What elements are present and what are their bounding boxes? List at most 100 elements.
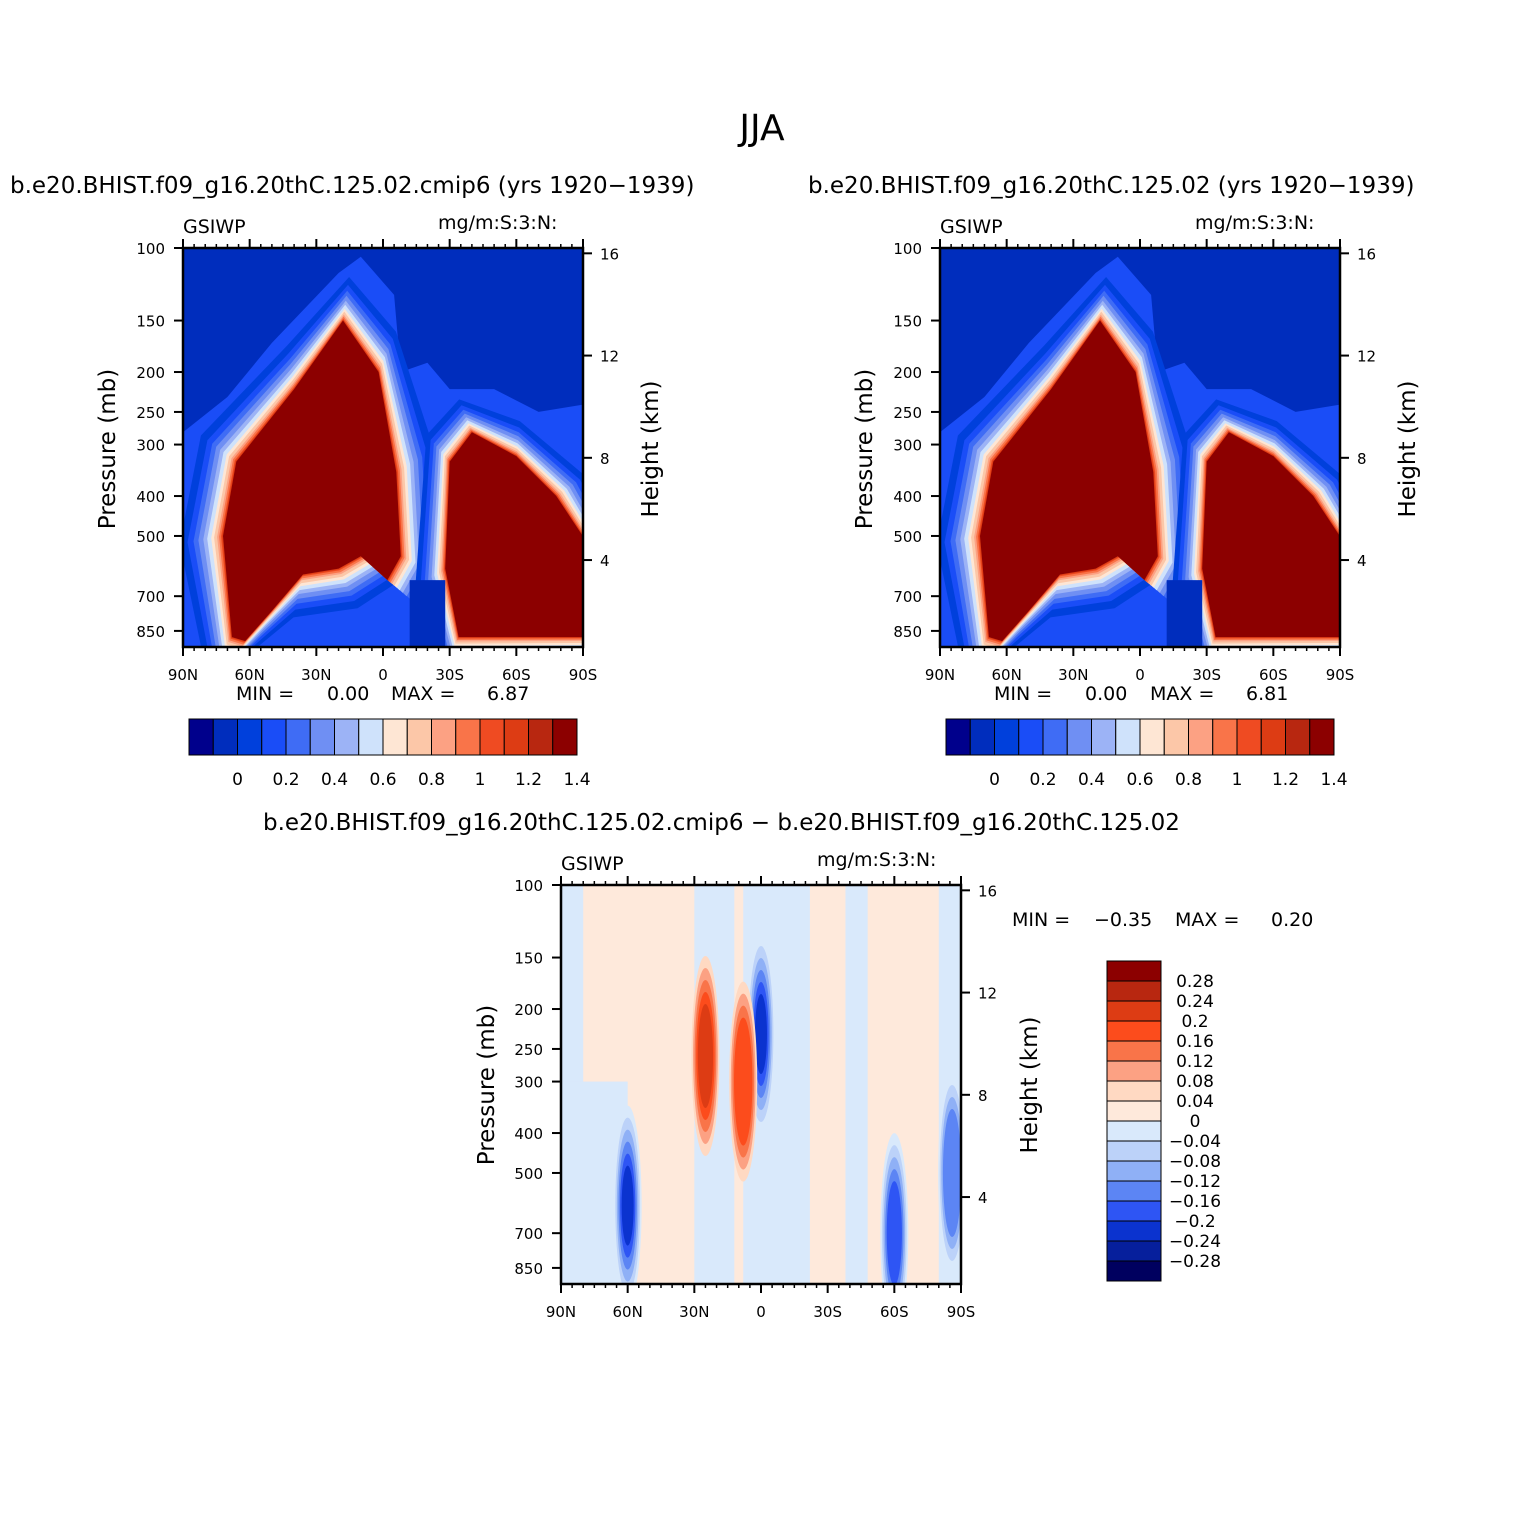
nh-contour-12 — [223, 320, 401, 642]
colorbar-box — [503, 718, 529, 756]
y-right-tick-label: 16 — [1357, 245, 1376, 263]
panel1-title: b.e20.BHIST.f09_g16.20thC.125.02.cmip6 (… — [10, 173, 695, 199]
panel2-ylabel-right: Height (km) — [1395, 380, 1421, 518]
colorbar-box — [945, 718, 971, 756]
colorbar-label: 0.2 — [272, 770, 299, 790]
y-tick-label: 200 — [893, 364, 922, 382]
y-right-tick-label: 8 — [1357, 450, 1367, 468]
panel1-max-label: MAX = — [391, 683, 456, 705]
y-right-tick-label: 4 — [600, 552, 610, 570]
y-tick-label: 250 — [893, 404, 922, 422]
y-right-tick-label: 16 — [600, 245, 619, 263]
feature-contour-2 — [697, 1003, 714, 1108]
panel2-heatmap — [938, 246, 1342, 649]
y-tick-label: 400 — [136, 488, 165, 506]
y-tick-label: 500 — [136, 528, 165, 546]
panel1-min-label: MIN = — [236, 683, 295, 705]
low-level-contour — [1166, 580, 1203, 647]
panel3-max-value: 0.20 — [1271, 909, 1314, 931]
panel1-units: mg/m:S:3:N: — [438, 212, 558, 234]
y-right-tick-label: 12 — [600, 348, 619, 366]
x-tick-label: 60N — [235, 666, 265, 684]
colorbar-label: 1.4 — [563, 770, 590, 790]
colorbar-box — [309, 718, 335, 756]
panel3-ylabel: Pressure (mb) — [474, 1004, 500, 1166]
x-tick-label: 90S — [947, 1303, 976, 1321]
colorbar-box — [212, 718, 238, 756]
colorbar-label: 0.8 — [1175, 770, 1202, 790]
band-contour — [845, 885, 868, 1284]
panel3-min-label: MIN = — [1012, 909, 1071, 931]
x-tick-label: 30N — [679, 1303, 709, 1321]
panel1-max-value: 6.87 — [487, 683, 530, 705]
colorbar-label: 1.2 — [515, 770, 542, 790]
x-tick-label: 90N — [546, 1303, 576, 1321]
panel1-min-value: 0.00 — [327, 683, 370, 705]
y-tick-label: 200 — [136, 364, 165, 382]
colorbar-label: 0.08 — [1176, 1072, 1214, 1092]
nh-contour-12 — [980, 320, 1158, 642]
colorbar-label: 0.28 — [1176, 972, 1214, 992]
colorbar-box — [261, 718, 287, 756]
colorbar-box — [1163, 718, 1189, 756]
y-right-tick-label: 12 — [1357, 348, 1376, 366]
feature-contour-4 — [886, 1181, 902, 1284]
y-right-tick-label: 8 — [600, 450, 610, 468]
colorbar-box — [358, 718, 384, 756]
colorbar-box — [969, 718, 995, 756]
colorbar-label: 1 — [475, 770, 486, 790]
panel3-max-label: MAX = — [1175, 909, 1240, 931]
colorbar-label: −0.04 — [1169, 1132, 1221, 1152]
colorbar-box — [552, 718, 578, 756]
colorbar-label: −0.2 — [1174, 1212, 1215, 1232]
colorbar-box — [1260, 718, 1286, 756]
y-right-tick-label: 16 — [978, 882, 997, 900]
sh-contour-12 — [445, 432, 583, 638]
y-tick-label: 850 — [136, 623, 165, 641]
x-tick-label: 0 — [756, 1303, 766, 1321]
y-tick-label: 100 — [514, 877, 543, 895]
x-tick-label: 0 — [378, 666, 388, 684]
y-tick-label: 400 — [893, 488, 922, 506]
y-tick-label: 400 — [514, 1125, 543, 1143]
colorbar-label: 0.04 — [1176, 1092, 1214, 1112]
panel3-colorbar: 0.280.240.20.160.120.080.040−0.04−0.08−0… — [1106, 960, 1221, 1282]
colorbar-label: 0.2 — [1029, 770, 1056, 790]
low-level-contour — [409, 580, 446, 647]
colorbar-box — [1236, 718, 1262, 756]
colorbar-box — [431, 718, 457, 756]
y-right-tick-label: 8 — [978, 1087, 988, 1105]
colorbar-box — [1106, 1140, 1162, 1162]
colorbar-box — [1066, 718, 1092, 756]
colorbar-box — [1106, 1120, 1162, 1142]
colorbar-label: 0.24 — [1176, 992, 1214, 1012]
colorbar-box — [285, 718, 311, 756]
feature-contour-3 — [734, 1017, 753, 1146]
panel2-ylabel: Pressure (mb) — [852, 368, 878, 530]
y-tick-label: 250 — [514, 1041, 543, 1059]
colorbar-label: 0.6 — [369, 770, 396, 790]
colorbar-box — [1115, 718, 1141, 756]
colorbar-label: 0.4 — [1078, 770, 1105, 790]
colorbar-box — [1106, 1020, 1162, 1042]
x-tick-label: 60S — [1259, 666, 1288, 684]
x-tick-label: 90S — [1326, 666, 1355, 684]
panel2-colorbar: 0 0.2 0.4 0.6 0.8 1 1.2 1.4 — [945, 718, 1348, 790]
y-tick-label: 150 — [136, 313, 165, 331]
colorbar-box — [528, 718, 554, 756]
heatmap-contours — [183, 256, 583, 647]
colorbar-box — [188, 718, 214, 756]
panel3-ylabel-right: Height (km) — [1017, 1016, 1043, 1154]
x-tick-label: 90N — [925, 666, 955, 684]
colorbar-box — [1106, 1100, 1162, 1122]
y-tick-label: 300 — [893, 437, 922, 455]
heatmap-contours — [561, 885, 961, 1284]
colorbar-label: 0.2 — [1181, 1012, 1208, 1032]
y-tick-label: 150 — [893, 313, 922, 331]
panel2-title: b.e20.BHIST.f09_g16.20thC.125.02 (yrs 19… — [808, 173, 1415, 199]
x-tick-label: 60S — [880, 1303, 909, 1321]
panel1-colorbar: 0 0.2 0.4 0.6 0.8 1 1.2 1.4 — [188, 718, 591, 790]
colorbar-box — [1106, 1200, 1162, 1222]
panel2-min-value: 0.00 — [1085, 683, 1128, 705]
